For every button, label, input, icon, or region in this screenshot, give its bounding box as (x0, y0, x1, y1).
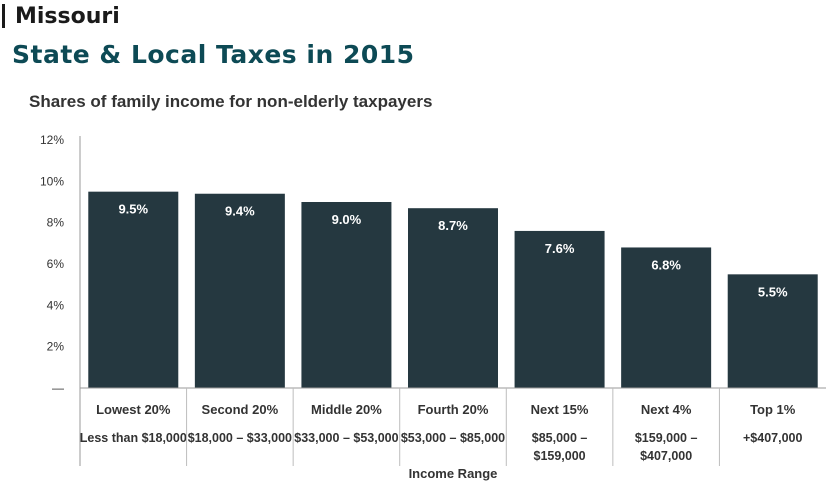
bar-value-label: 9.0% (332, 212, 362, 227)
bar (194, 193, 285, 388)
x-tick-label: Next 15% (531, 402, 589, 417)
bar (301, 202, 392, 388)
income-range-label: $85,000 – (532, 431, 588, 445)
x-tick-label: Fourth 20% (418, 402, 489, 417)
x-axis: Lowest 20% Less than $18,000 Second 20% $18… (80, 387, 826, 466)
y-tick-label: 4% (47, 298, 65, 312)
income-range-label: Less than $18,000 (80, 431, 187, 445)
bar-value-label: 9.4% (225, 204, 255, 219)
bar (514, 230, 605, 388)
bar (88, 191, 179, 388)
bar (727, 274, 818, 388)
y-axis: — 2% 4% 6% 8% 10% 12% (40, 133, 81, 466)
bar-value-label: 5.5% (758, 284, 788, 299)
chart-subtitle: Shares of family income for non-elderly … (29, 92, 432, 111)
state-header: Missouri (0, 2, 120, 30)
x-axis-label: Income Range (409, 466, 498, 481)
y-tick-label: 6% (47, 257, 65, 271)
bar-value-label: 7.6% (545, 241, 575, 256)
x-tick-label: Lowest 20% (96, 402, 171, 417)
state-header-bar (2, 4, 5, 28)
y-tick-label: — (52, 381, 64, 395)
page-title: State & Local Taxes in 2015 (12, 40, 415, 69)
y-tick-label: 2% (47, 340, 65, 354)
y-tick-label: 8% (47, 216, 65, 230)
y-tick-label: 10% (40, 174, 64, 188)
bar (408, 208, 498, 388)
income-range-label: +$407,000 (743, 431, 802, 445)
income-range-label: $159,000 (534, 449, 586, 463)
x-tick-label: Second 20% (202, 402, 279, 417)
income-range-label: $53,000 – $85,000 (401, 431, 505, 445)
bar-value-label: 8.7% (438, 218, 468, 233)
income-range-label: $33,000 – $53,000 (294, 431, 398, 445)
income-range-label: $18,000 – $33,000 (188, 431, 292, 445)
bar-value-label: 6.8% (651, 257, 681, 272)
income-range-label: $159,000 – (635, 431, 698, 445)
bars: 9.5% 9.4% 9.0% 8.7% 7.6% 6.8% 5.5% (88, 191, 818, 388)
x-tick-label: Top 1% (750, 402, 796, 417)
state-name: Missouri (15, 3, 120, 29)
bar (621, 247, 712, 388)
y-tick-label: 12% (40, 133, 64, 147)
income-range-label: $407,000 (640, 449, 692, 463)
x-tick-label: Next 4% (641, 402, 692, 417)
x-tick-label: Middle 20% (311, 402, 382, 417)
bar-value-label: 9.5% (118, 202, 148, 217)
